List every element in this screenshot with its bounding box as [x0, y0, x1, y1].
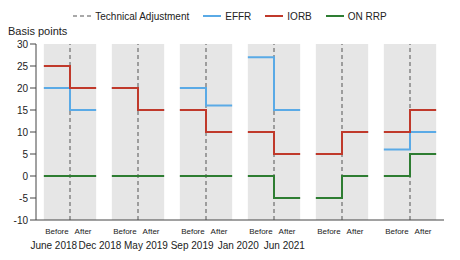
- svg-text:Before: Before: [385, 227, 409, 236]
- svg-text:Before: Before: [45, 227, 69, 236]
- svg-text:Before: Before: [317, 227, 341, 236]
- html-text:IORB: IORB: [287, 10, 312, 22]
- svg-text:Sep 2019: Sep 2019: [171, 240, 214, 251]
- svg-text:-10: -10: [14, 215, 29, 226]
- svg-text:-5: -5: [19, 193, 28, 204]
- svg-text:After: After: [211, 227, 228, 236]
- svg-text:Before: Before: [249, 227, 273, 236]
- svg-text:After: After: [347, 227, 364, 236]
- svg-text:June 2018: June 2018: [30, 240, 77, 251]
- svg-text:25: 25: [17, 61, 29, 72]
- svg-text:20: 20: [17, 83, 29, 94]
- html-text:Basis points: Basis points: [8, 25, 68, 37]
- svg-text:0: 0: [22, 171, 28, 182]
- svg-text:After: After: [143, 227, 160, 236]
- svg-text:After: After: [75, 227, 92, 236]
- html-text:EFFR: EFFR: [225, 10, 252, 22]
- svg-text:Before: Before: [181, 227, 205, 236]
- svg-text:After: After: [279, 227, 296, 236]
- svg-text:5: 5: [22, 149, 28, 160]
- svg-text:Before: Before: [113, 227, 137, 236]
- svg-text:May 2019: May 2019: [124, 240, 168, 251]
- svg-text:After: After: [415, 227, 432, 236]
- svg-text:Jun 2021: Jun 2021: [264, 240, 306, 251]
- svg-text:Dec 2018: Dec 2018: [78, 240, 121, 251]
- html-text:Technical Adjustment: Technical Adjustment: [95, 10, 190, 22]
- html-text:ON RRP: ON RRP: [347, 10, 387, 22]
- svg-text:15: 15: [17, 105, 29, 116]
- svg-text:Jan 2020: Jan 2020: [218, 240, 260, 251]
- svg-text:10: 10: [17, 127, 29, 138]
- svg-text:30: 30: [17, 39, 29, 50]
